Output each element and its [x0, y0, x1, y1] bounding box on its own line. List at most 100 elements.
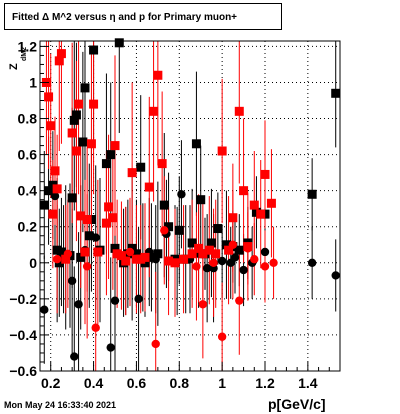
x-tick-label: 1.2: [255, 375, 275, 391]
data-point-square: [101, 159, 111, 169]
data-point-square: [50, 166, 60, 176]
data-point-square: [228, 213, 238, 223]
data-point-square: [191, 139, 201, 149]
y-tick-label: −0.2: [9, 291, 37, 307]
data-point-square: [234, 245, 244, 255]
data-point-square: [93, 247, 103, 257]
data-point-square: [211, 249, 221, 259]
data-point-square: [144, 182, 154, 192]
x-tick-label: 0.4: [84, 375, 104, 391]
data-point-square: [89, 99, 99, 109]
data-point-square: [249, 200, 259, 210]
data-point-square: [48, 209, 58, 219]
x-tick-label: 0.8: [170, 375, 190, 391]
data-point-circle: [70, 352, 79, 361]
data-point-square: [52, 184, 62, 194]
y-axis-label-subscript: dM2: [21, 47, 28, 61]
data-point-square: [187, 238, 197, 248]
data-point-square: [146, 252, 156, 262]
y-tick-labels: −0.6 −0.4 −0.2 0 0.2 0.4 0.6 0.8 1 1.2: [9, 38, 37, 379]
data-point-square: [224, 245, 234, 255]
data-point-circle: [177, 190, 186, 199]
data-point-circle: [228, 240, 238, 249]
data-point-circle: [331, 271, 340, 280]
data-point-circle: [50, 191, 60, 201]
data-point-square: [194, 243, 204, 253]
data-point-square: [108, 213, 118, 223]
data-point-square: [234, 106, 244, 116]
x-tick-labels: 0.2 0.4 0.6 0.8 1 1.2 1.4: [41, 375, 318, 391]
data-point-square: [67, 193, 77, 203]
data-point-square: [221, 240, 231, 250]
data-point-square: [187, 249, 197, 259]
data-point-circle: [250, 254, 259, 264]
data-point-square: [78, 137, 88, 147]
data-point-square: [196, 195, 206, 205]
data-point-square: [153, 70, 163, 80]
data-point-square: [67, 128, 77, 138]
data-point-circle: [235, 296, 244, 305]
data-point-square: [164, 256, 174, 266]
data-point-square: [82, 215, 92, 225]
data-point-circle: [202, 264, 212, 273]
data-point-square: [110, 243, 120, 253]
data-point-circle: [106, 343, 115, 352]
data-point-circle: [209, 258, 218, 268]
data-point-square: [157, 159, 167, 169]
data-point-circle: [125, 247, 135, 257]
data-point-square: [179, 254, 189, 264]
y-tick-label: 0.8: [18, 111, 38, 127]
x-tick-label: 0.2: [41, 375, 61, 391]
data-point-square: [80, 247, 90, 257]
data-point-circle: [217, 332, 227, 341]
x-tick-label: 1.4: [298, 375, 318, 391]
x-tick-label: 0.6: [127, 375, 147, 391]
data-point-circle: [134, 294, 143, 304]
data-point-square: [101, 218, 111, 228]
data-point-square: [74, 99, 84, 109]
data-point-circle: [151, 339, 160, 349]
data-point-circle: [91, 233, 100, 242]
data-point-circle: [260, 247, 270, 257]
data-point-circle: [269, 258, 278, 268]
data-point-circle: [63, 249, 73, 258]
x-axis-label: p[GeV/c]: [268, 396, 326, 412]
data-point-circle: [260, 262, 270, 271]
y-tick-label: 1: [29, 74, 37, 90]
data-point-square: [106, 150, 116, 160]
data-point-circle: [160, 226, 169, 235]
data-point-square: [153, 249, 163, 259]
data-point-circle: [307, 258, 317, 268]
data-point-square: [71, 110, 81, 120]
data-point-circle: [243, 244, 253, 253]
data-point-square: [56, 247, 66, 257]
chart-title: Fitted Δ M^2 versus η and p for Primary …: [12, 12, 238, 23]
data-point-square: [140, 252, 150, 262]
data-point-square: [206, 238, 216, 248]
data-point-square: [116, 251, 126, 261]
data-point-square: [69, 115, 79, 125]
data-point-circle: [192, 262, 201, 271]
data-point-circle: [217, 256, 227, 266]
data-point-square: [149, 106, 159, 116]
y-tick-label: 0.2: [18, 219, 38, 235]
data-point-square: [84, 231, 94, 241]
data-point-circle: [151, 254, 160, 264]
data-point-square: [127, 168, 137, 178]
data-point-square: [121, 256, 131, 266]
y-axis-label-main: Z: [8, 63, 20, 70]
x-tick-label: 1: [218, 375, 226, 391]
data-point-square: [174, 225, 184, 235]
data-point-square: [80, 83, 90, 93]
data-point-square: [86, 139, 96, 149]
data-point-square: [56, 49, 66, 59]
data-point-square: [331, 88, 341, 98]
data-point-square: [39, 200, 49, 210]
data-point-circle: [239, 265, 248, 275]
y-tick-label: 0.6: [18, 147, 38, 163]
data-point-square: [256, 209, 266, 219]
data-point-circle: [40, 305, 49, 314]
data-point-square: [71, 146, 81, 156]
data-point-circle: [82, 262, 92, 271]
